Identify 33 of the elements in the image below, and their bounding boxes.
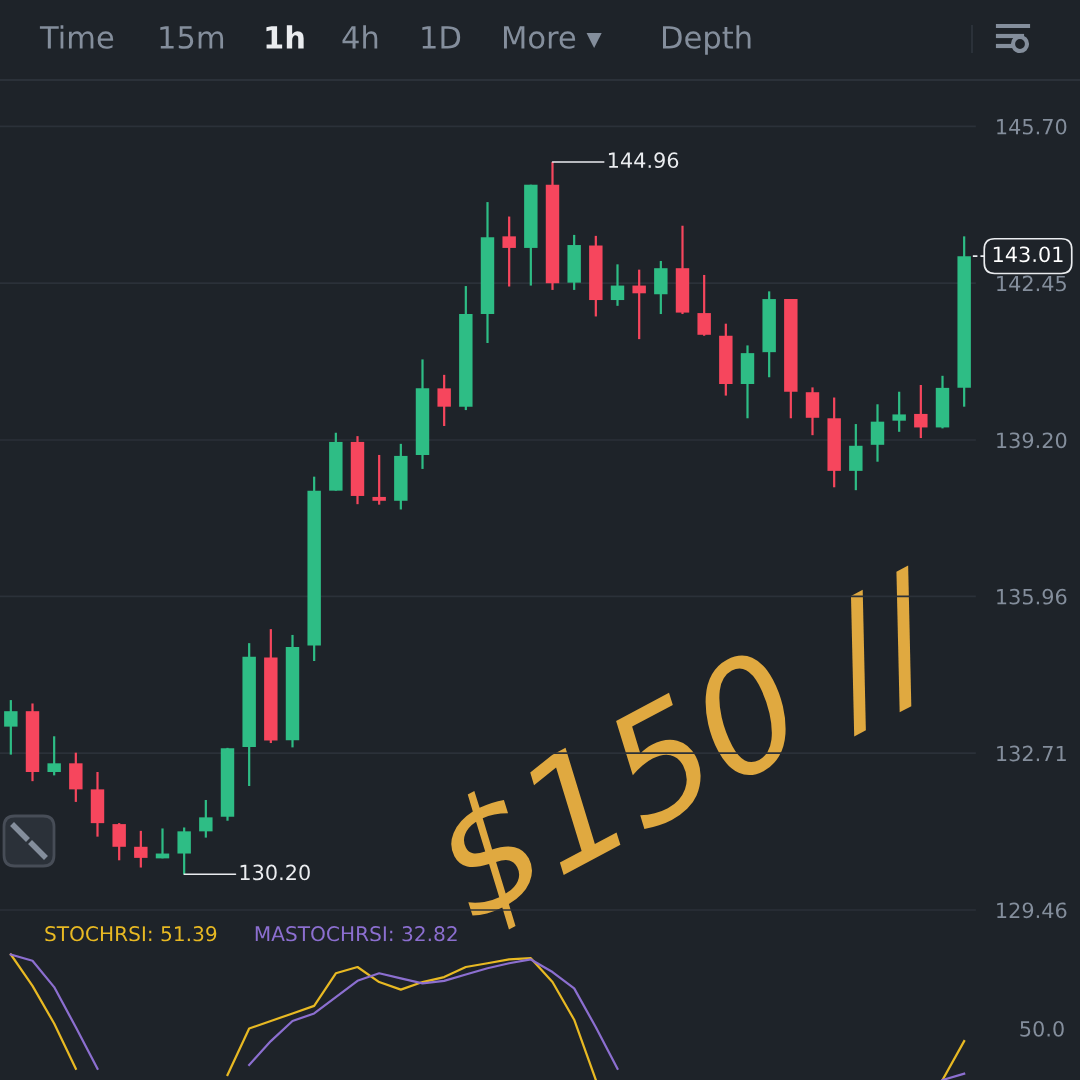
candlestick <box>199 798 213 839</box>
y-tick-label: 132.71 <box>997 745 1066 762</box>
candlestick <box>697 273 711 337</box>
candlestick <box>502 215 516 288</box>
text: 1h <box>266 25 304 49</box>
text: Depth <box>663 25 751 55</box>
y-tick-label: 129.46 <box>997 902 1067 919</box>
candlestick <box>47 735 61 777</box>
text: 15m <box>160 26 224 49</box>
y-tick-label: 142.45 <box>997 275 1066 292</box>
candlestick <box>177 826 191 876</box>
ref-line-label: 143.01 <box>993 246 1063 263</box>
candlestick <box>610 263 625 307</box>
y-tick-label: 135.96 <box>997 588 1067 605</box>
series-label: STOCHRSI: 51.39 <box>45 926 217 942</box>
text: 4h <box>342 25 378 49</box>
text: More ▾ <box>504 26 602 49</box>
candlestick <box>870 403 885 463</box>
candlestick <box>112 822 126 862</box>
y-tick-label: 145.70 <box>997 118 1067 135</box>
text: Time <box>39 25 114 49</box>
candlestick <box>4 698 18 756</box>
annotation: 130.20 <box>240 864 310 881</box>
candlestick <box>632 268 646 341</box>
annotation: 144.96 <box>608 152 679 169</box>
candlestick <box>892 390 906 433</box>
text: 50.0 <box>1020 1020 1064 1037</box>
candlestick <box>914 383 928 440</box>
text: 1D <box>422 26 461 49</box>
candlestick <box>134 829 148 869</box>
candlestick <box>437 373 451 428</box>
candlestick <box>372 453 386 506</box>
y-tick-label: 139.20 <box>997 432 1067 449</box>
